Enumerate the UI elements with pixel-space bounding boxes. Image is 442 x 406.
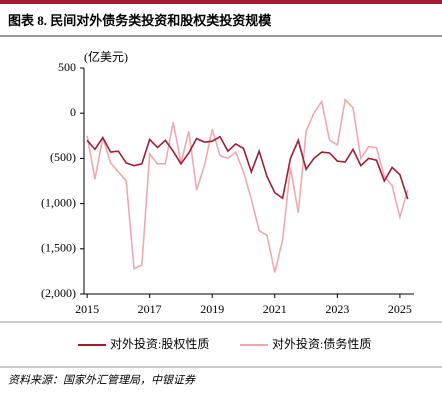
x-tick-label: 2017 xyxy=(138,302,162,316)
y-tick-label: (500) xyxy=(50,150,76,164)
legend-label: 对外投资:股权性质 xyxy=(110,336,209,351)
y-unit: (亿美元) xyxy=(84,49,128,64)
legend-label: 对外投资:债务性质 xyxy=(272,336,371,351)
y-tick-label: 500 xyxy=(58,60,76,74)
y-tick-label: 0 xyxy=(70,105,76,119)
top-bar xyxy=(0,0,442,4)
y-tick-label: (1,500) xyxy=(41,241,76,255)
y-tick-label: (2,000) xyxy=(41,286,76,300)
x-tick-label: 2015 xyxy=(75,302,99,316)
line xyxy=(86,97,409,273)
x-tick-label: 2025 xyxy=(388,302,412,316)
x-tick-label: 2019 xyxy=(200,302,224,316)
x-tick-label: 2021 xyxy=(263,302,287,316)
source: 资料来源：国家外汇管理局，中银证券 xyxy=(8,374,196,387)
x-tick-label: 2023 xyxy=(325,302,349,316)
chart-title: 图表 8. 民间对外债务类投资和股权类投资规模 xyxy=(8,13,272,28)
line xyxy=(86,135,409,200)
y-tick-label: (1,000) xyxy=(41,195,76,209)
